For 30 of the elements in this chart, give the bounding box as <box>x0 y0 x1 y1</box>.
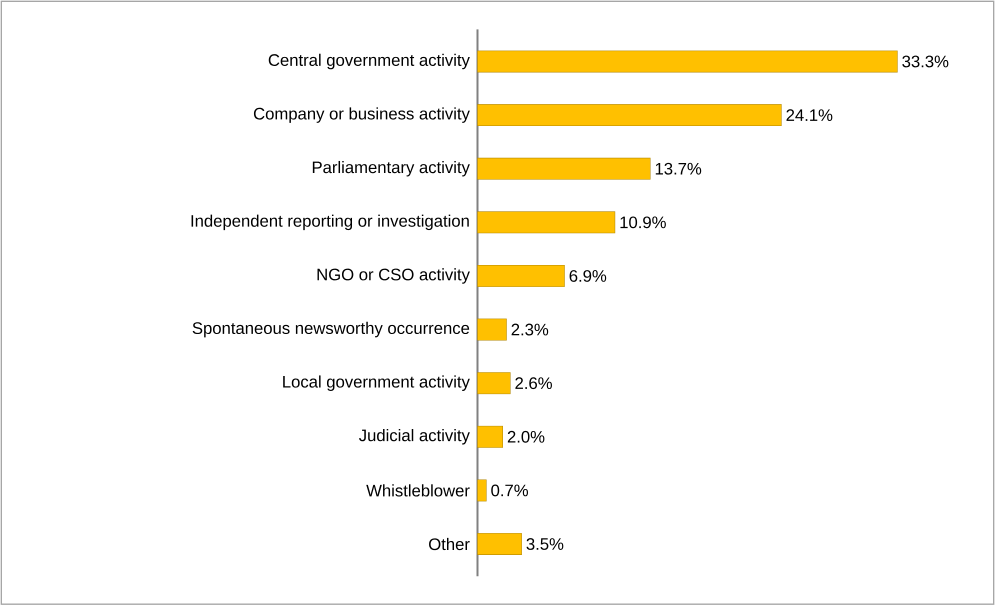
bar <box>477 372 511 394</box>
data-label: 3.5% <box>526 538 564 550</box>
data-label: 2.0% <box>508 431 544 443</box>
bar <box>477 265 565 288</box>
bar <box>477 158 651 180</box>
y-tick-label: Judicial activity <box>359 429 470 445</box>
y-tick-label: Spontaneous newsworthy occurrence <box>192 322 470 338</box>
bar <box>477 318 507 341</box>
data-label: 6.9% <box>570 270 606 282</box>
data-label: 2.6% <box>515 378 552 390</box>
bar <box>477 426 503 448</box>
bar <box>477 104 782 126</box>
y-tick-label: Parliamentary activity <box>312 161 470 177</box>
data-label: 0.7% <box>491 484 528 497</box>
bar <box>477 533 522 556</box>
data-label: 24.1% <box>786 109 832 122</box>
data-label: 10.9% <box>620 216 666 228</box>
y-tick-label: NGO or CSO activity <box>318 268 470 284</box>
data-label: 2.3% <box>512 324 548 336</box>
y-tick-label: Whistleblower <box>366 484 470 497</box>
y-tick-label: Central government activity <box>268 54 470 70</box>
y-tick-label: Company or business activity <box>254 108 470 124</box>
data-label: 13.7% <box>656 163 702 175</box>
bar <box>477 480 487 502</box>
y-tick-label: Other <box>429 538 470 550</box>
data-label: 33.3% <box>902 56 948 68</box>
bar <box>477 212 616 234</box>
bar <box>477 50 898 73</box>
y-tick-label: Local government activity <box>283 376 470 392</box>
y-tick-label: Independent reporting or investigation <box>192 214 469 230</box>
